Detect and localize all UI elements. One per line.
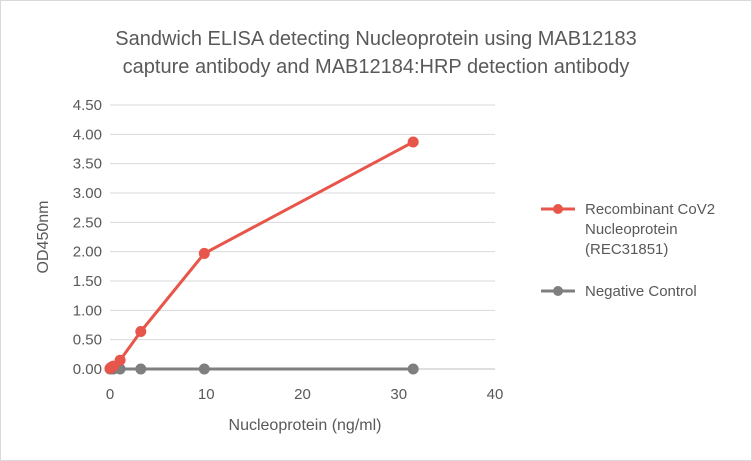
x-tick-label: 0 xyxy=(106,386,114,403)
y-tick-label: 4.00 xyxy=(73,126,102,143)
x-axis-title: Nucleoprotein (ng/ml) xyxy=(229,417,382,434)
y-tick-label: 2.50 xyxy=(73,214,102,231)
series-1-point-5 xyxy=(198,363,210,375)
y-axis-title: OD450nm xyxy=(35,201,52,274)
legend-label-0-line-0: Recombinant CoV2 xyxy=(585,201,715,218)
y-tick-label: 1.50 xyxy=(73,273,102,290)
y-tick-label: 0.00 xyxy=(73,361,102,378)
y-tick-label: 3.50 xyxy=(73,156,102,173)
series-layer xyxy=(104,136,419,375)
x-tick-label: 20 xyxy=(294,386,311,403)
y-tick-label: 0.50 xyxy=(73,332,102,349)
x-axis: 0 10 20 30 40 xyxy=(106,368,504,403)
y-tick-label: 2.00 xyxy=(73,244,102,261)
series-0-point-6 xyxy=(407,136,419,148)
series-0-point-4 xyxy=(135,325,147,337)
y-tick-label: 4.50 xyxy=(73,97,102,114)
series-line-0 xyxy=(108,140,415,370)
legend-label-1-line-0: Negative Control xyxy=(585,283,697,300)
legend-label-0-line-2: (REC31851) xyxy=(585,241,668,258)
legend-swatch-marker-0 xyxy=(553,204,563,214)
y-tick-label: 1.00 xyxy=(73,302,102,319)
legend-swatch-marker-1 xyxy=(553,286,563,296)
chart-title: Sandwich ELISA detecting Nucleoprotein u… xyxy=(115,28,636,78)
series-0-point-3 xyxy=(114,354,126,366)
y-tick-label: 3.00 xyxy=(73,185,102,202)
x-tick-label: 40 xyxy=(487,386,504,403)
series-1-point-4 xyxy=(135,363,147,375)
legend: Recombinant CoV2 Nucleoprotein (REC31851) N… xyxy=(541,201,715,300)
y-axis: 0.00 0.50 1.00 1.50 2.00 2.50 3.00 3.50 4.00 4.50 xyxy=(73,97,102,378)
x-tick-label: 10 xyxy=(198,386,215,403)
series-0-point-5 xyxy=(198,247,210,259)
gridlines xyxy=(110,104,495,341)
series-1-point-6 xyxy=(407,363,419,375)
chart-title-line-2: capture antibody and MAB12184:HRP detect… xyxy=(123,56,630,78)
legend-label-0-line-1: Nucleoprotein xyxy=(585,221,678,238)
x-tick-label: 30 xyxy=(390,386,407,403)
chart-title-line-1: Sandwich ELISA detecting Nucleoprotein u… xyxy=(115,28,636,50)
